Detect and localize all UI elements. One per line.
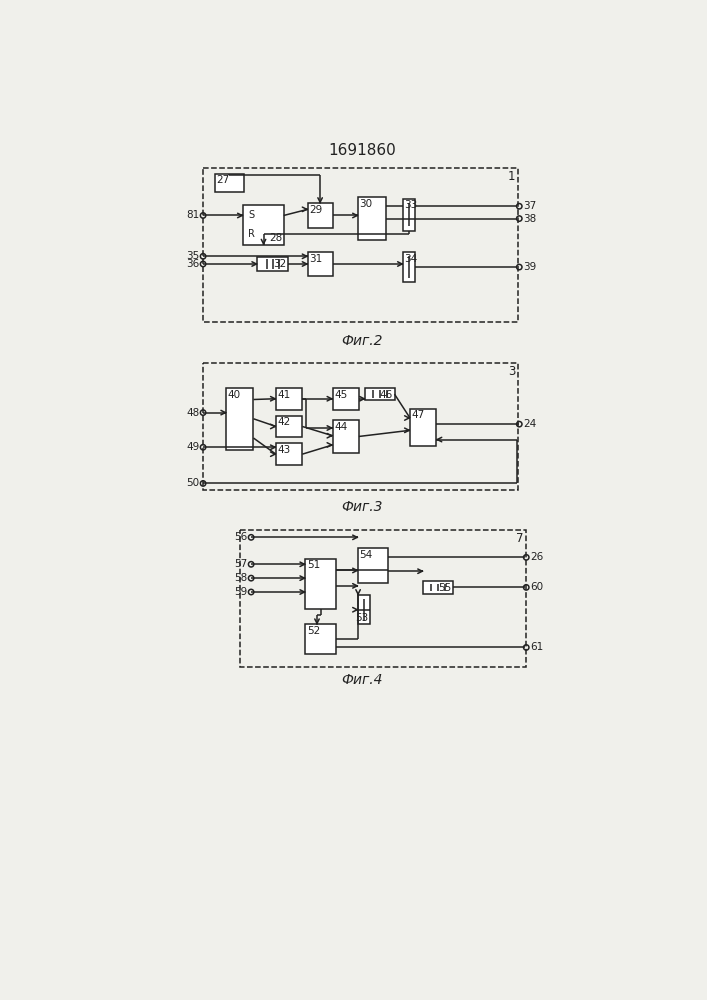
Bar	[358, 197, 386, 240]
Text: R: R	[248, 229, 255, 239]
Bar	[358, 595, 370, 624]
Text: 31: 31	[309, 254, 322, 264]
Bar	[257, 257, 288, 271]
Text: 43: 43	[277, 445, 291, 455]
Text: 58: 58	[234, 573, 247, 583]
Bar	[332, 420, 359, 453]
Bar	[276, 443, 303, 465]
Text: S: S	[248, 210, 254, 220]
Text: 48: 48	[186, 408, 199, 418]
Text: 55: 55	[438, 583, 451, 593]
Bar	[410, 409, 436, 446]
Text: 51: 51	[307, 560, 320, 570]
Text: 42: 42	[277, 417, 291, 427]
Bar	[203, 363, 518, 490]
Text: Фиг.4: Фиг.4	[341, 673, 382, 687]
Text: 30: 30	[360, 199, 373, 209]
Text: 29: 29	[309, 205, 322, 215]
Bar	[276, 416, 303, 437]
Text: 61: 61	[530, 642, 544, 652]
Text: 45: 45	[334, 389, 347, 399]
Text: 46: 46	[380, 389, 393, 399]
Bar	[305, 559, 337, 609]
Text: 52: 52	[307, 626, 320, 636]
Bar	[308, 203, 332, 228]
Text: 56: 56	[234, 532, 247, 542]
Text: 50: 50	[186, 478, 199, 488]
Text: 60: 60	[530, 582, 543, 592]
Bar	[305, 624, 337, 654]
Text: 39: 39	[523, 262, 537, 272]
Text: 35: 35	[186, 251, 199, 261]
Bar	[358, 548, 387, 583]
Bar	[276, 388, 303, 410]
Text: 54: 54	[360, 550, 373, 560]
Text: 36: 36	[186, 259, 199, 269]
Text: 24: 24	[523, 419, 537, 429]
Text: 57: 57	[234, 559, 247, 569]
Text: Фиг.2: Фиг.2	[341, 334, 382, 348]
Bar	[403, 252, 416, 282]
Text: 49: 49	[186, 442, 199, 452]
Text: 1691860: 1691860	[328, 143, 396, 158]
Text: Фиг.3: Фиг.3	[341, 500, 382, 514]
Text: 3: 3	[508, 365, 515, 378]
Bar	[332, 388, 359, 410]
Text: 59: 59	[234, 587, 247, 597]
Text: 40: 40	[228, 389, 241, 399]
Text: 41: 41	[277, 389, 291, 399]
Bar	[203, 168, 518, 322]
Bar	[423, 581, 452, 594]
Text: 81: 81	[186, 210, 199, 220]
Text: 53: 53	[356, 613, 369, 623]
Text: 26: 26	[530, 552, 544, 562]
Bar	[308, 252, 332, 276]
Text: 28: 28	[269, 233, 282, 243]
Bar	[240, 530, 526, 667]
Text: 33: 33	[404, 200, 418, 210]
Text: 38: 38	[523, 214, 537, 224]
Text: 27: 27	[216, 175, 230, 185]
Text: 7: 7	[516, 532, 524, 545]
Bar	[365, 388, 395, 400]
Bar	[215, 174, 244, 192]
Text: 32: 32	[274, 259, 287, 269]
Text: 37: 37	[523, 201, 537, 211]
Bar	[243, 205, 284, 245]
Text: 44: 44	[334, 422, 347, 432]
Bar	[226, 388, 253, 450]
Text: 34: 34	[404, 254, 418, 264]
Text: 1: 1	[508, 170, 515, 183]
Text: 47: 47	[411, 410, 425, 420]
Bar	[403, 199, 416, 231]
